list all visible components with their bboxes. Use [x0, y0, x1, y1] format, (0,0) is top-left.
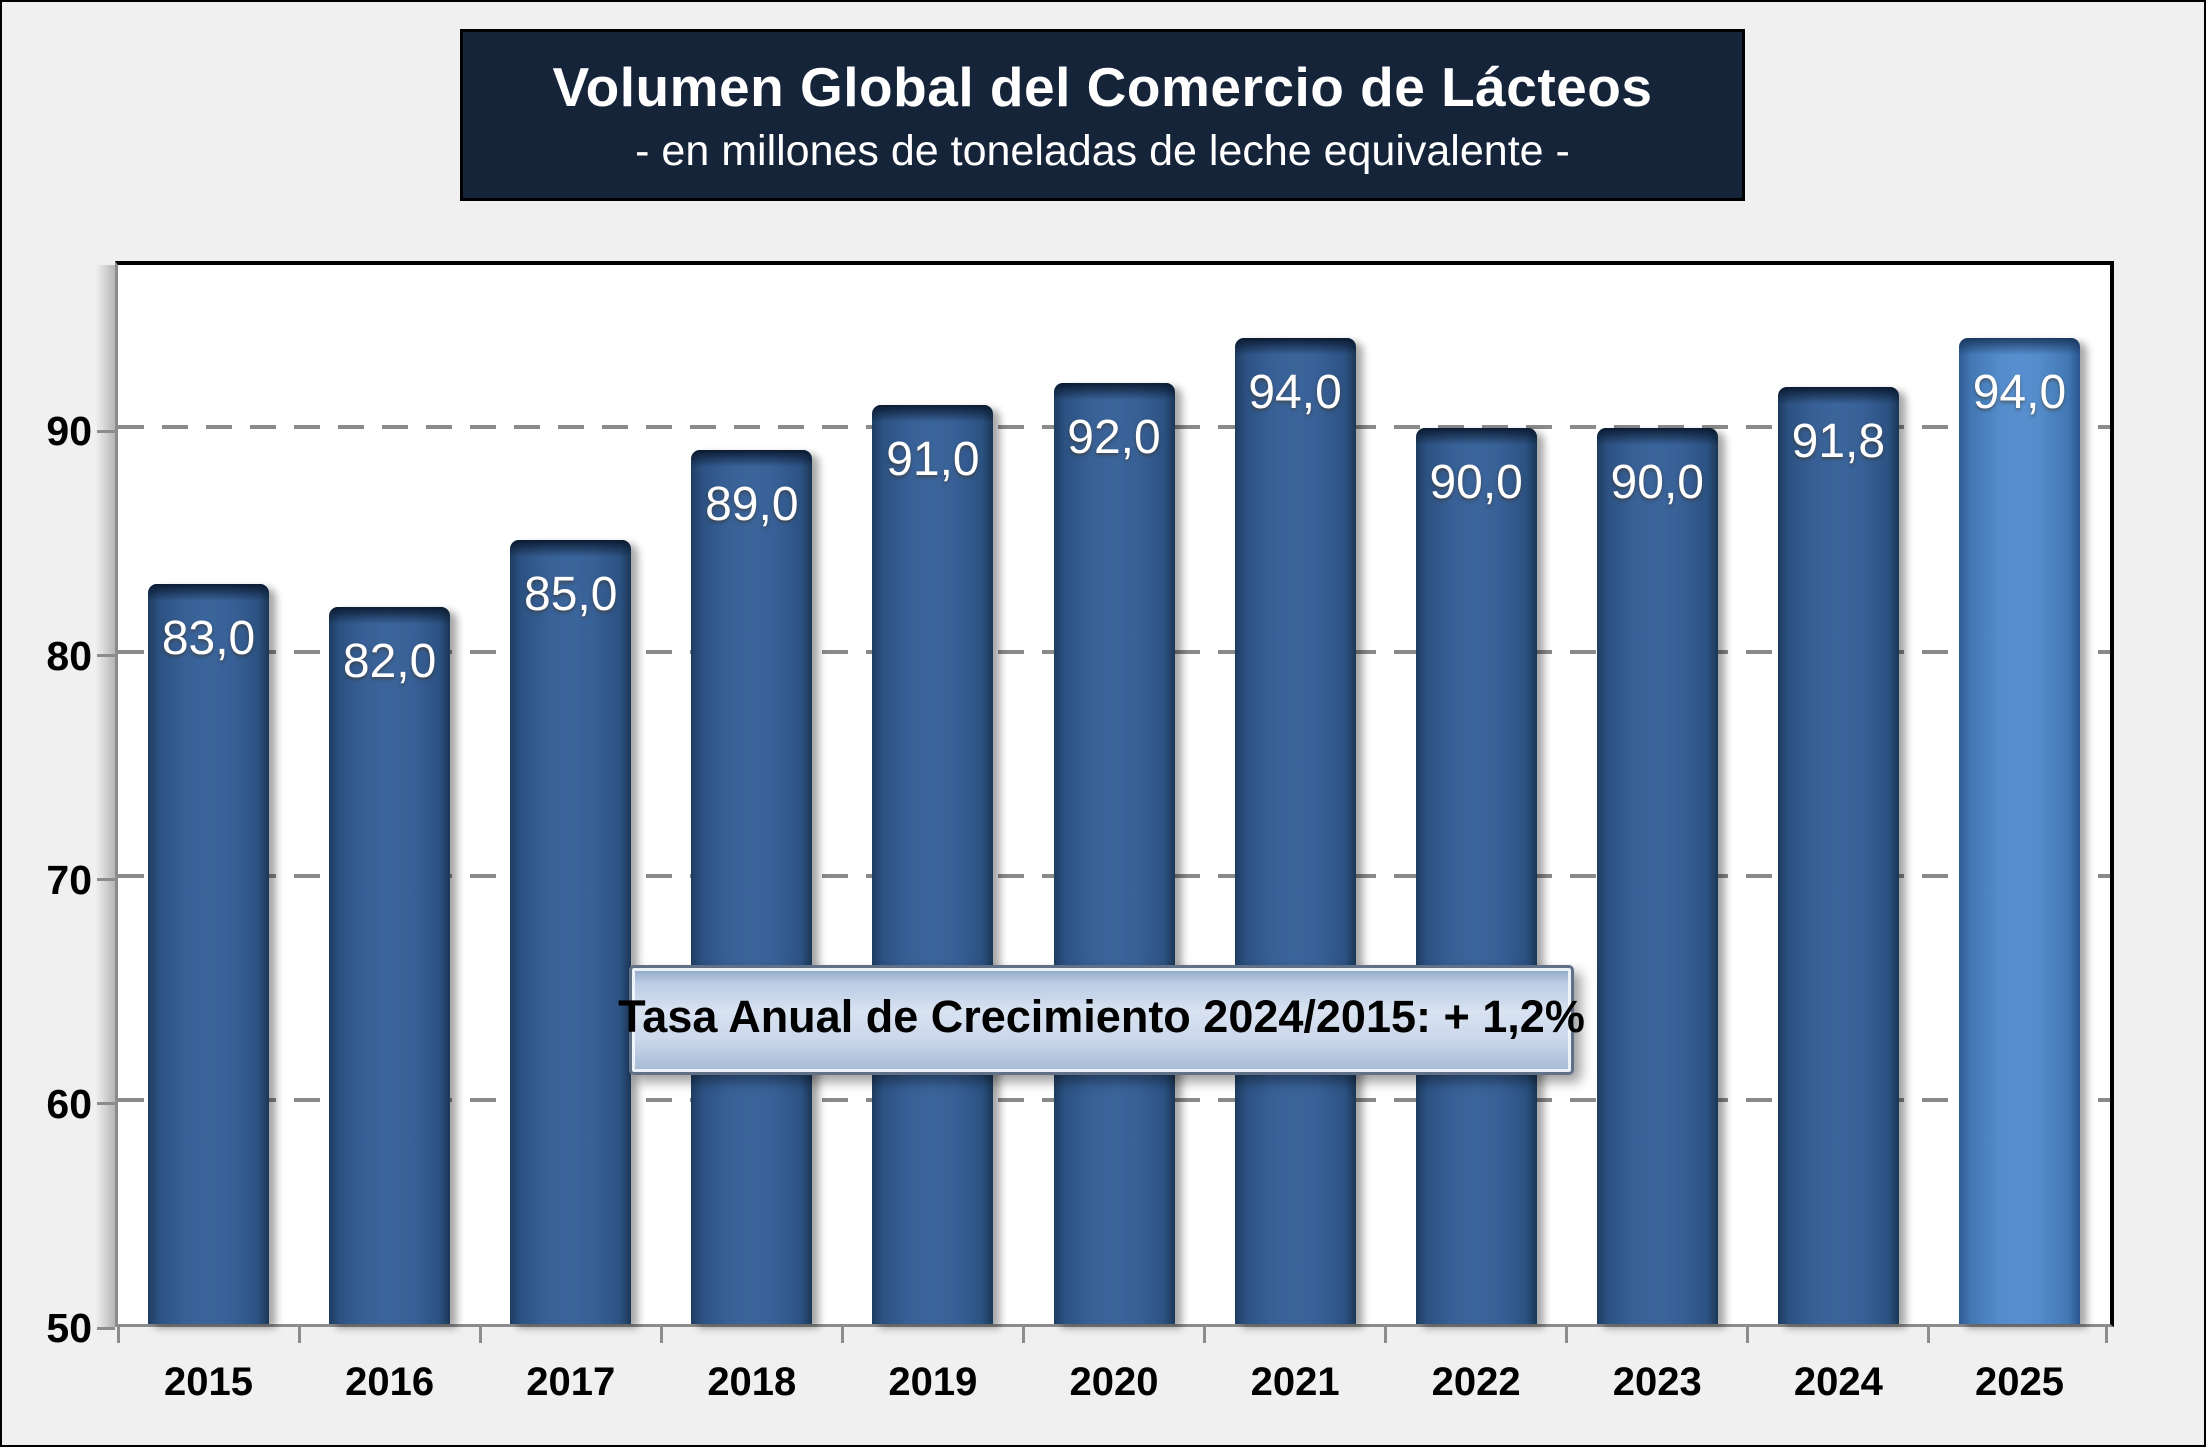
xlabel-2016: 2016 [345, 1360, 435, 1404]
ytick-mark-50 [97, 1326, 115, 1330]
xtick-mark-4 [840, 1327, 844, 1343]
xtick-mark-3 [659, 1327, 663, 1343]
xlabel-2018: 2018 [707, 1360, 797, 1404]
xtick-mark-0 [116, 1327, 120, 1343]
xlabel-2024: 2024 [1793, 1360, 1883, 1404]
bar-label-2018: 89,0 [705, 477, 799, 531]
xtick-mark-6 [1203, 1327, 1207, 1343]
xtick-mark-7 [1384, 1327, 1388, 1343]
bar-label-2017: 85,0 [524, 567, 618, 621]
ytick-label-80: 80 [46, 632, 92, 679]
bar-2022: 90,0 [1415, 427, 1537, 1324]
bar-label-2025: 94,0 [1972, 365, 2067, 419]
chart-title-box: Volumen Global del Comercio de Lácteos -… [460, 29, 1745, 201]
bar-2024: 91,8 [1777, 387, 1899, 1324]
xlabel-2022: 2022 [1431, 1360, 1521, 1404]
xtick-mark-1 [297, 1327, 301, 1343]
xlabel-2020: 2020 [1069, 1360, 1159, 1404]
ytick-mark-60 [97, 1102, 115, 1106]
bar-2025: 94,0 [1958, 337, 2080, 1324]
plot-inner: 83,0 82,0 85,0 89,0 91,0 92,0 94,0 90,0 90,0 91,8… [118, 265, 2110, 1324]
ytick-mark-80 [97, 654, 115, 658]
bar-label-2022: 90,0 [1429, 455, 1523, 509]
bar-label-2016: 82,0 [342, 634, 437, 688]
bar-label-2015: 83,0 [161, 612, 256, 666]
ytick-label-50: 50 [46, 1305, 92, 1351]
growth-rate-text: Tasa Anual de Crecimiento 2024/2015: + 1… [618, 991, 1585, 1042]
bar-2023: 90,0 [1596, 427, 1718, 1324]
chart-subtitle: - en millones de toneladas de leche equi… [635, 126, 1570, 175]
xtick-mark-5 [1021, 1327, 1025, 1343]
bar-label-2023: 90,0 [1610, 455, 1704, 509]
xtick-mark-9 [1746, 1327, 1750, 1343]
xtick-mark-2 [478, 1327, 482, 1343]
ytick-label-70: 70 [46, 856, 92, 903]
bar-2015: 83,0 [148, 584, 270, 1324]
bar-2019: 91,0 [872, 405, 994, 1324]
xtick-mark-10 [1927, 1327, 1931, 1343]
bar-label-2024: 91,8 [1791, 415, 1886, 469]
plot-left-shadow [96, 265, 115, 1327]
chart-title: Volumen Global del Comercio de Lácteos [552, 55, 1653, 118]
plot-area: 83,0 82,0 85,0 89,0 91,0 92,0 94,0 90,0 90,0 91,8… [115, 261, 2114, 1327]
xlabel-2017: 2017 [526, 1360, 616, 1404]
bar-2016: 82,0 [329, 606, 451, 1324]
bar-label-2021: 94,0 [1248, 365, 1342, 419]
xlabel-2019: 2019 [888, 1360, 978, 1404]
xlabel-2021: 2021 [1250, 1360, 1340, 1404]
growth-rate-callout: Tasa Anual de Crecimiento 2024/2015: + 1… [618, 965, 1585, 1075]
bar-2021: 94,0 [1234, 337, 1356, 1324]
xtick-mark-11 [2105, 1327, 2108, 1343]
xlabel-2015: 2015 [164, 1360, 254, 1404]
ytick-mark-90 [97, 429, 115, 433]
ytick-label-90: 90 [46, 408, 92, 455]
ytick-mark-70 [97, 878, 115, 882]
xtick-mark-8 [1565, 1327, 1569, 1343]
ytick-label-60: 60 [46, 1080, 92, 1127]
bar-label-2019: 91,0 [886, 433, 980, 487]
xlabel-2025: 2025 [1974, 1360, 2064, 1404]
xlabel-2023: 2023 [1612, 1360, 1702, 1404]
bar-label-2020: 92,0 [1067, 410, 1161, 464]
bar-2020: 92,0 [1053, 382, 1175, 1324]
bar-2017: 85,0 [510, 539, 632, 1324]
bar-2018: 89,0 [691, 449, 813, 1324]
